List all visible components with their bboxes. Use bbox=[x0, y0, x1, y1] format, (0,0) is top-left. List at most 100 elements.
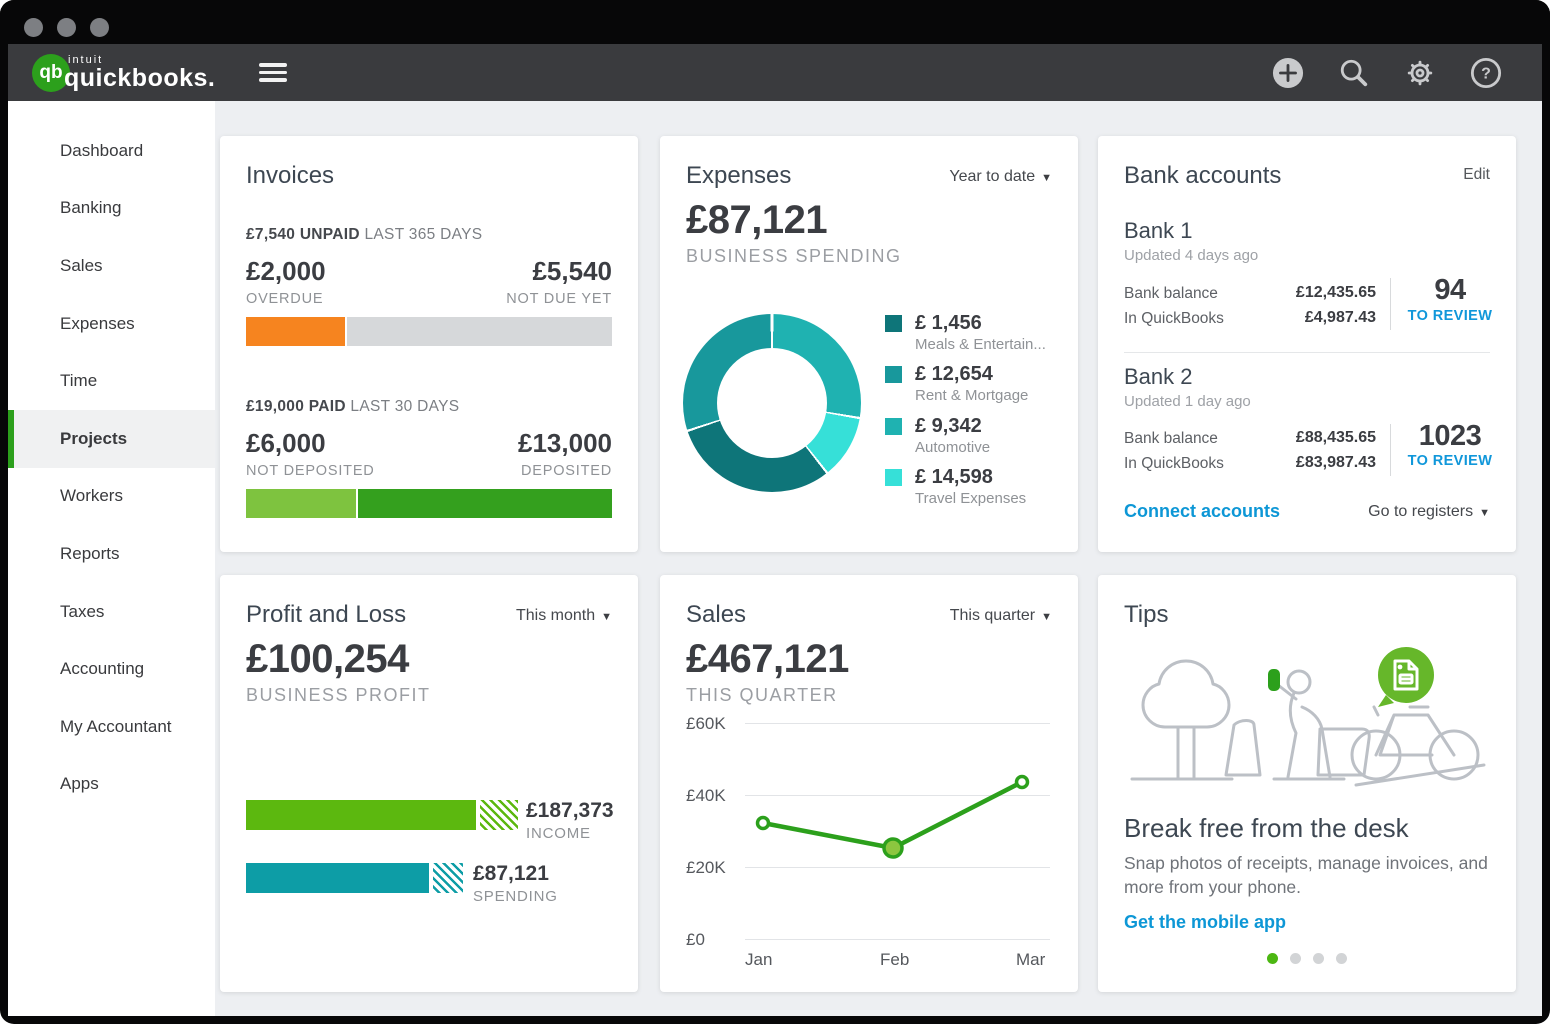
window-minimize-button[interactable] bbox=[57, 18, 76, 37]
sidebar-item-apps[interactable]: Apps bbox=[60, 774, 99, 794]
gridline-20k bbox=[745, 867, 1050, 868]
bank1-balance-value: £12,435.65 bbox=[1295, 284, 1376, 301]
bank1-review-link[interactable]: TO REVIEW bbox=[1407, 308, 1493, 324]
paid-summary-amount: £19,000 PAID bbox=[246, 398, 346, 415]
sidebar-item-dashboard[interactable]: Dashboard bbox=[60, 140, 144, 160]
xtick-jan: Jan bbox=[745, 950, 773, 969]
legend-value-travel: £ 14,598 bbox=[915, 466, 993, 488]
bank2-divider bbox=[1390, 424, 1391, 476]
bank1-balance-label: Bank balance bbox=[1124, 285, 1218, 302]
window-close-button[interactable] bbox=[24, 18, 43, 37]
expenses-title: Expenses bbox=[686, 162, 792, 189]
paid-progress-bar[interactable] bbox=[246, 489, 612, 518]
bank2-review-count: 1023 bbox=[1418, 420, 1482, 452]
bank2-updated: Updated 1 day ago bbox=[1124, 393, 1251, 410]
bank2-balance-label: Bank balance bbox=[1124, 430, 1218, 447]
bank1-name: Bank 1 bbox=[1124, 218, 1193, 243]
sales-line-chart[interactable] bbox=[660, 575, 1078, 992]
bank1-inqb-value: £4,987.43 bbox=[1304, 309, 1376, 326]
sales-card: Sales This quarter ▼ £467,121 THIS QUARTE… bbox=[660, 575, 1078, 992]
window-maximize-button[interactable] bbox=[90, 18, 109, 37]
sidebar-item-reports[interactable]: Reports bbox=[60, 543, 120, 563]
quickbooks-logo[interactable]: qb intuit quickbooks. bbox=[32, 53, 215, 92]
legend-label-meals: Meals & Entertain... bbox=[915, 336, 1046, 353]
sidebar-nav: Dashboard Banking Sales Expenses Time Pr… bbox=[8, 101, 215, 1016]
expenses-amount: £87,121 bbox=[686, 198, 828, 242]
connect-accounts-link[interactable]: Connect accounts bbox=[1124, 501, 1281, 521]
income-bar-solid bbox=[246, 800, 476, 830]
app-body: Dashboard Banking Sales Expenses Time Pr… bbox=[8, 101, 1542, 1016]
unpaid-summary: £7,540 UNPAID LAST 365 DAYS bbox=[246, 226, 482, 244]
profit-loss-card: Profit and Loss This month ▼ £100,254 BUS… bbox=[220, 575, 638, 992]
sidebar-item-taxes[interactable]: Taxes bbox=[60, 601, 105, 621]
brand-wordmark: intuit quickbooks. bbox=[64, 53, 215, 91]
carousel-dot-1[interactable] bbox=[1267, 953, 1278, 964]
invoices-card: Invoices £7,540 UNPAID LAST 365 DAYS £2,… bbox=[220, 136, 638, 552]
legend-swatch-rent bbox=[885, 366, 902, 383]
create-plus-icon[interactable] bbox=[1272, 57, 1304, 89]
caret-down-icon: ▼ bbox=[601, 611, 612, 623]
overdue-bar-segment bbox=[246, 317, 345, 346]
ytick-40k: £40K bbox=[686, 786, 726, 805]
sidebar-item-expenses[interactable]: Expenses bbox=[60, 313, 135, 333]
receipt-bubble-icon bbox=[1378, 647, 1434, 707]
gridline-60k bbox=[745, 723, 1050, 724]
legend-swatch-meals bbox=[885, 315, 902, 332]
paid-summary-period: LAST 30 DAYS bbox=[345, 398, 460, 415]
carousel-dot-3[interactable] bbox=[1313, 953, 1324, 964]
legend-label-travel: Travel Expenses bbox=[915, 490, 1027, 507]
carousel-dots bbox=[1098, 953, 1516, 964]
search-icon[interactable] bbox=[1338, 57, 1370, 89]
profit-loss-range-label: This month bbox=[515, 607, 596, 624]
hamburger-menu-icon[interactable] bbox=[259, 59, 288, 86]
sidebar-item-time[interactable]: Time bbox=[60, 371, 98, 391]
sidebar-item-projects[interactable]: Projects bbox=[8, 409, 215, 468]
expenses-donut-chart[interactable] bbox=[683, 314, 861, 492]
deposited-value: £13,000 bbox=[518, 428, 612, 458]
sales-range-dropdown[interactable]: This quarter ▼ bbox=[950, 607, 1052, 625]
sidebar-item-sales[interactable]: Sales bbox=[60, 255, 103, 275]
overdue-label: OVERDUE bbox=[246, 291, 324, 307]
gridline-0 bbox=[745, 939, 1050, 940]
svg-text:?: ? bbox=[1481, 65, 1491, 82]
bank-accounts-card: Bank accounts Edit Bank 1 Updated 4 days… bbox=[1098, 136, 1516, 552]
expenses-card: Expenses Year to date ▼ £87,121 BUSINESS … bbox=[660, 136, 1078, 552]
sidebar-item-accounting[interactable]: Accounting bbox=[60, 659, 145, 679]
spending-label: SPENDING bbox=[473, 888, 558, 905]
expenses-range-dropdown[interactable]: Year to date ▼ bbox=[949, 168, 1052, 186]
carousel-dot-2[interactable] bbox=[1290, 953, 1301, 964]
bank-section-divider bbox=[1124, 352, 1490, 353]
unpaid-summary-period: LAST 365 DAYS bbox=[359, 226, 483, 243]
income-value: £187,373 bbox=[526, 799, 614, 822]
gear-icon[interactable] bbox=[1404, 57, 1436, 89]
edit-link[interactable]: Edit bbox=[1463, 166, 1490, 183]
help-icon[interactable]: ? bbox=[1470, 57, 1502, 89]
ytick-60k: £60K bbox=[686, 714, 726, 733]
legend-value-meals: £ 1,456 bbox=[915, 312, 982, 334]
income-label: INCOME bbox=[526, 825, 591, 842]
intuit-wordmark: intuit bbox=[68, 53, 104, 66]
xtick-feb: Feb bbox=[880, 950, 910, 969]
paid-summary: £19,000 PAID LAST 30 DAYS bbox=[246, 398, 459, 416]
expenses-sub-label: BUSINESS SPENDING bbox=[686, 246, 902, 266]
profit-loss-range-dropdown[interactable]: This month ▼ bbox=[516, 607, 612, 625]
bank2-review-link[interactable]: TO REVIEW bbox=[1407, 453, 1493, 469]
unpaid-progress-bar[interactable] bbox=[246, 317, 612, 346]
qb-monogram-icon: qb bbox=[32, 53, 70, 92]
not-deposited-label: NOT DEPOSITED bbox=[246, 463, 375, 479]
caret-down-icon: ▼ bbox=[1041, 611, 1052, 623]
carousel-dot-4[interactable] bbox=[1336, 953, 1347, 964]
tips-title: Tips bbox=[1124, 601, 1169, 628]
go-to-registers-dropdown[interactable]: Go to registers ▼ bbox=[1368, 503, 1490, 521]
sidebar-item-workers[interactable]: Workers bbox=[60, 486, 123, 506]
legend-swatch-automotive bbox=[885, 418, 902, 435]
get-mobile-app-link[interactable]: Get the mobile app bbox=[1124, 912, 1287, 932]
sidebar-item-banking[interactable]: Banking bbox=[60, 198, 122, 218]
sidebar-item-my-accountant[interactable]: My Accountant bbox=[60, 716, 172, 736]
bank-accounts-title: Bank accounts bbox=[1124, 162, 1282, 189]
profit-loss-title: Profit and Loss bbox=[246, 601, 407, 628]
gridline-40k bbox=[745, 795, 1050, 796]
tips-body-text: Snap photos of receipts, manage invoices… bbox=[1124, 853, 1488, 898]
legend-value-rent: £ 12,654 bbox=[915, 363, 993, 385]
